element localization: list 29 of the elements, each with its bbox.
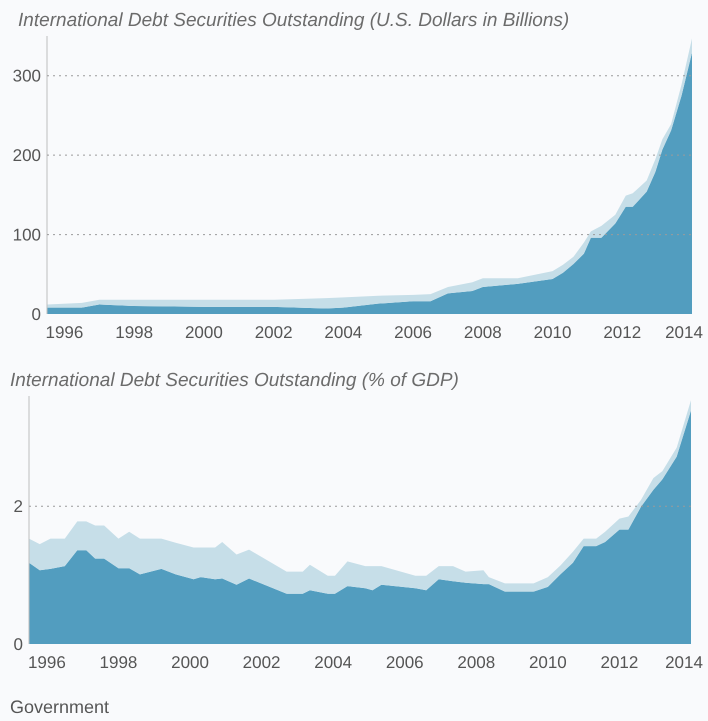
x-tick-label: 2008 [457,653,496,672]
x-tick-label: 2006 [394,323,432,342]
y-tick-label: 0 [14,634,23,654]
chart-title: International Debt Securities Outstanding (% of GDP) [10,370,459,391]
chart-title: International Debt Securities Outstanding (U.S. Dollars in Billions) [18,10,570,31]
x-tick-label: 1998 [115,323,154,342]
y-tick-label: 200 [12,146,41,166]
x-tick-label: 1996 [28,653,66,672]
x-tick-label: 2012 [600,653,638,672]
x-tick-label: 2010 [534,323,572,342]
x-tick-label: 2002 [254,323,293,342]
y-tick-label: 100 [12,226,41,245]
y-tick-label: 0 [32,304,41,324]
x-tick-label: 2000 [184,323,223,342]
y-tick-label: 2 [14,497,23,516]
x-tick-label: 2012 [603,323,642,342]
x-tick-label: 2002 [242,653,281,672]
x-tick-label: 2010 [528,653,567,672]
x-tick-label: 2004 [314,653,352,672]
x-tick-label: 2004 [324,323,362,342]
x-tick-label: 2006 [386,653,424,672]
x-tick-label: 1996 [46,323,84,342]
x-tick-label: 1998 [100,653,138,672]
x-tick-label: 2000 [171,653,209,672]
x-tick-label: 2014 [665,653,703,672]
x-tick-label: 2014 [665,323,703,342]
y-tick-label: 300 [12,66,41,86]
x-tick-label: 2008 [464,323,502,342]
text: Government [10,697,110,717]
